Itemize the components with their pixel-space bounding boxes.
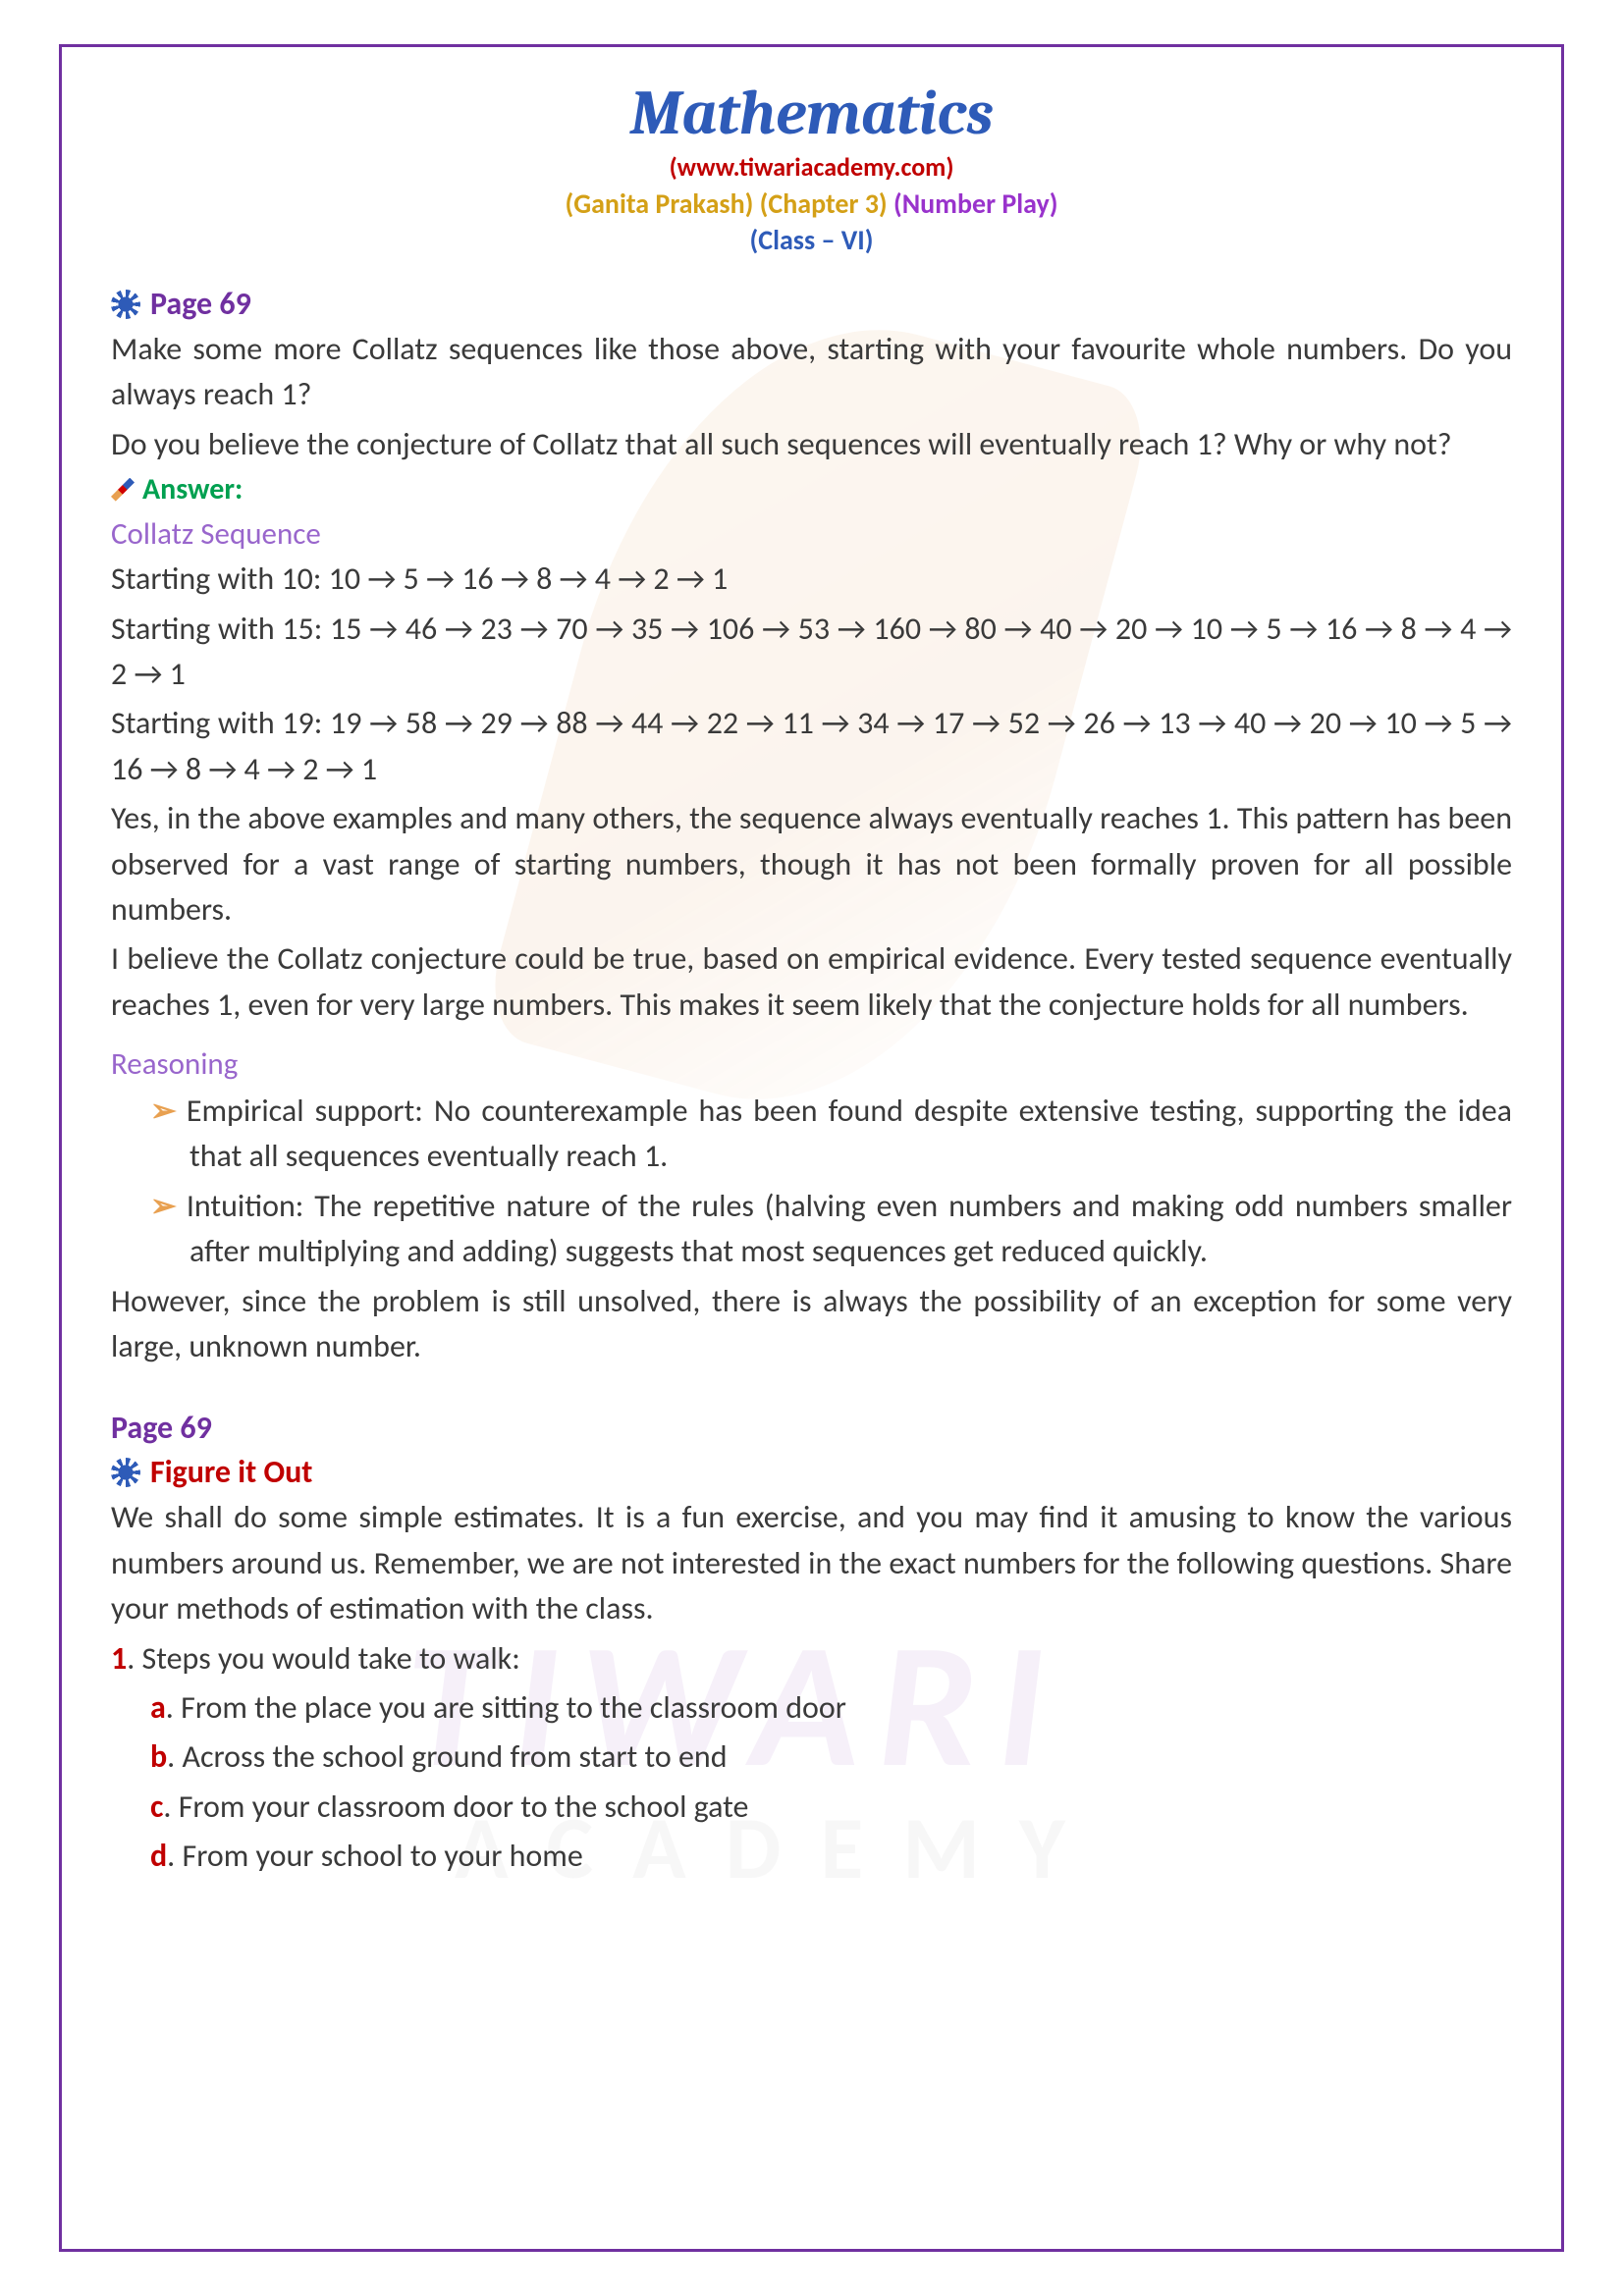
pencil-icon (111, 478, 135, 502)
chapter-line: (Ganita Prakash) (Chapter 3) (Number Pla… (111, 187, 1512, 221)
site-url: (www.tiwariacademy.com) (111, 151, 1512, 183)
part-c: c. From your classroom door to the schoo… (111, 1785, 1512, 1830)
part-b-label: b (150, 1737, 167, 1776)
sequence-3: Starting with 19: 19 → 58 → 29 → 88 → 44… (111, 701, 1512, 792)
part-a-label: a (150, 1688, 166, 1727)
book-name: (Ganita Prakash) (566, 187, 754, 221)
section-page-label: Page 69 (111, 285, 1512, 323)
part-c-text: . From your classroom door to the school… (163, 1788, 748, 1826)
intro-text: We shall do some simple estimates. It is… (111, 1495, 1512, 1631)
page-number-label-2: Page 69 (111, 1409, 212, 1447)
triangle-bullet-icon: ➢ (150, 1187, 177, 1225)
content-area: Mathematics (www.tiwariacademy.com) (Gan… (111, 77, 1512, 1880)
page: TIWARI ACADEMY Mathematics (www.tiwariac… (0, 0, 1623, 2296)
gear-icon (111, 290, 140, 319)
figure-label-text: Figure it Out (150, 1453, 312, 1491)
reasoning-list: ➢ Empirical support: No counterexample ha… (111, 1089, 1512, 1275)
list-item: ➢ Intuition: The repetitive nature of the… (111, 1184, 1512, 1275)
doc-title: Mathematics (111, 77, 1512, 149)
class-label: (Class – VI) (111, 223, 1512, 257)
part-d: d. From your school to your home (111, 1834, 1512, 1879)
sequence-2: Starting with 15: 15 → 46 → 23 → 70 → 35… (111, 607, 1512, 698)
question-1: Make some more Collatz sequences like th… (111, 327, 1512, 418)
bullet-1-text: Empirical support: No counterexample has… (187, 1092, 1512, 1175)
section-page-label-2: Page 69 (111, 1409, 1512, 1447)
question-2: Do you believe the conjecture of Collatz… (111, 422, 1512, 467)
part-b-text: . Across the school ground from start to… (167, 1737, 727, 1776)
explanation-3: However, since the problem is still unso… (111, 1279, 1512, 1370)
part-a: a. From the place you are sitting to the… (111, 1685, 1512, 1731)
answer-label: Answer: (111, 471, 1512, 507)
part-b: b. Across the school ground from start t… (111, 1735, 1512, 1780)
answer-text: Answer: (142, 471, 243, 507)
reasoning-heading: Reasoning (111, 1045, 1512, 1083)
question-steps: 1. Steps you would take to walk: (111, 1636, 1512, 1682)
explanation-1: Yes, in the above examples and many othe… (111, 796, 1512, 933)
gear-icon (111, 1458, 140, 1487)
bullet-2-text: Intuition: The repetitive nature of the … (187, 1187, 1512, 1270)
content-frame: TIWARI ACADEMY Mathematics (www.tiwariac… (59, 44, 1564, 2252)
triangle-bullet-icon: ➢ (150, 1092, 177, 1130)
q1-number: 1 (111, 1639, 127, 1678)
topic-name: (Number Play) (893, 187, 1057, 221)
page-number-label: Page 69 (150, 285, 251, 323)
explanation-2: I believe the Collatz conjecture could b… (111, 936, 1512, 1028)
part-d-label: d (150, 1837, 167, 1875)
collatz-heading: Collatz Sequence (111, 515, 1512, 553)
chapter-name: (Chapter 3) (760, 187, 888, 221)
figure-it-out-label: Figure it Out (111, 1453, 1512, 1491)
q1-text: . Steps you would take to walk: (127, 1639, 520, 1678)
part-c-label: c (150, 1788, 163, 1826)
part-d-text: . From your school to your home (167, 1837, 583, 1875)
sequence-1: Starting with 10: 10 → 5 → 16 → 8 → 4 → … (111, 557, 1512, 602)
list-item: ➢ Empirical support: No counterexample ha… (111, 1089, 1512, 1180)
part-a-text: . From the place you are sitting to the … (166, 1688, 846, 1727)
